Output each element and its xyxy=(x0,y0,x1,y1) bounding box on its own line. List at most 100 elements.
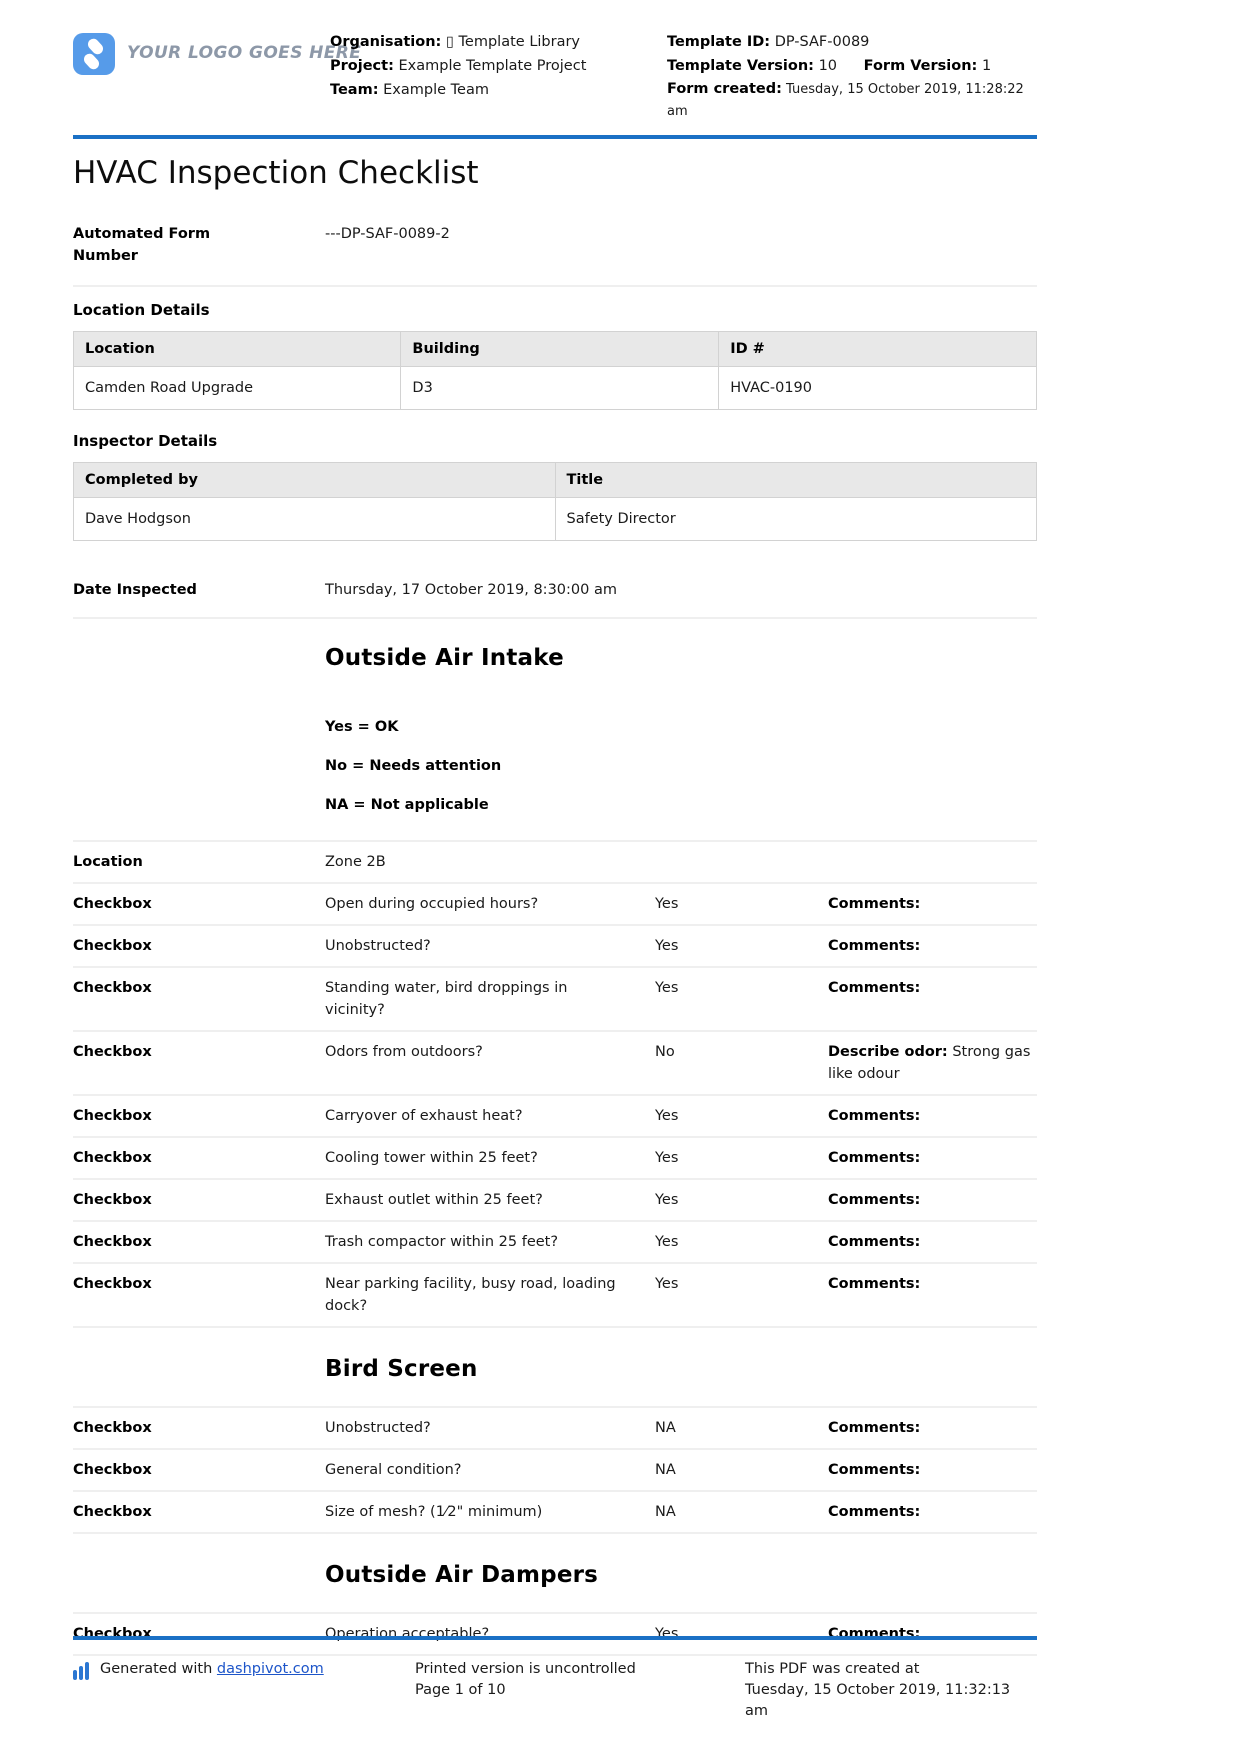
row-question: Open during occupied hours? xyxy=(325,896,539,912)
row-label: Checkbox xyxy=(73,980,152,996)
legend-yes: Yes = OK xyxy=(325,719,399,735)
pdf-created-block: This PDF was created at Tuesday, 15 Octo… xyxy=(745,1659,1037,1722)
checklist-row: Checkbox Trash compactor within 25 feet?… xyxy=(73,1222,1037,1264)
table-row: Dave Hodgson Safety Director xyxy=(73,497,1037,541)
checklist-row: Checkbox Unobstructed? Yes Comments: xyxy=(73,926,1037,968)
logo-block: YOUR LOGO GOES HERE xyxy=(73,30,361,75)
row-answer: Yes xyxy=(655,1150,679,1166)
form-number-row: Automated Form Number ---DP-SAF-0089-2 xyxy=(73,219,1037,277)
row-answer: Yes xyxy=(655,1108,679,1124)
row-label: Checkbox xyxy=(73,1192,152,1208)
legend-na: NA = Not applicable xyxy=(325,797,489,813)
row-answer: Yes xyxy=(655,896,679,912)
location-cell: Camden Road Upgrade xyxy=(72,366,402,410)
checklist-row: Checkbox Open during occupied hours? Yes… xyxy=(73,884,1037,926)
template-version-value: 10 xyxy=(818,58,838,74)
row-comments: Comments: xyxy=(828,1192,921,1208)
spacer xyxy=(73,1588,1037,1612)
row-comments: Comments: xyxy=(828,1108,921,1124)
project-label: Project: xyxy=(330,58,394,74)
team-value: Example Team xyxy=(383,82,489,98)
printed-version-text: Printed version is uncontrolled xyxy=(415,1661,636,1677)
col-header-building: Building xyxy=(400,331,720,367)
table-header-row: Completed by Title xyxy=(73,462,1037,498)
generated-with-text: Generated with dashpivot.com xyxy=(100,1661,324,1677)
row-answer: NA xyxy=(655,1462,676,1478)
template-meta-block: Template ID: DP-SAF-0089 Template Versio… xyxy=(667,30,1037,123)
row-question: Unobstructed? xyxy=(325,938,431,954)
project-line: Project: Example Template Project xyxy=(330,54,667,78)
form-number-value: ---DP-SAF-0089-2 xyxy=(325,226,450,242)
row-answer: NA xyxy=(655,1504,676,1520)
form-created-line: Form created: Tuesday, 15 October 2019, … xyxy=(667,78,1037,123)
form-version-label: Form Version: xyxy=(863,58,978,74)
form-version-value: 1 xyxy=(981,58,992,74)
footer-divider-rule xyxy=(73,1636,1037,1640)
col-header-id: ID # xyxy=(718,331,1037,367)
divider xyxy=(73,285,1037,287)
legend-no: No = Needs attention xyxy=(325,758,502,774)
template-id-label: Template ID: xyxy=(667,34,771,50)
form-number-label: Automated Form Number xyxy=(73,226,211,264)
date-inspected-row: Date Inspected Thursday, 17 October 2019… xyxy=(73,563,1037,609)
location-details-table: Location Building ID # Camden Road Upgra… xyxy=(72,331,1037,410)
row-comments xyxy=(828,851,1037,873)
row-label: Checkbox xyxy=(73,1276,152,1292)
row-label: Location xyxy=(73,854,143,870)
page-title: HVAC Inspection Checklist xyxy=(73,155,479,191)
row-value: Zone 2B xyxy=(325,854,386,870)
row-answer: Yes xyxy=(655,1276,679,1292)
row-answer: No xyxy=(655,1044,675,1060)
row-question: Unobstructed? xyxy=(325,1420,431,1436)
date-inspected-label: Date Inspected xyxy=(73,582,197,598)
row-question: Near parking facility, busy road, loadin… xyxy=(325,1276,616,1314)
section-heading-bird-screen: Bird Screen xyxy=(325,1356,478,1382)
row-question: Size of mesh? (1⁄2" minimum) xyxy=(325,1504,543,1520)
location-details-heading: Location Details xyxy=(73,301,210,319)
header-divider-rule xyxy=(73,135,1037,139)
checklist-row: Checkbox Near parking facility, busy roa… xyxy=(73,1264,1037,1328)
pdf-created-timestamp: Tuesday, 15 October 2019, 11:32:13 am xyxy=(745,1682,1011,1719)
template-id-line: Template ID: DP-SAF-0089 xyxy=(667,30,1037,54)
checklist-row: Checkbox Cooling tower within 25 feet? Y… xyxy=(73,1138,1037,1180)
inspector-details-heading: Inspector Details xyxy=(73,432,218,450)
row-question: Cooling tower within 25 feet? xyxy=(325,1150,538,1166)
bar-chart-icon xyxy=(73,1661,91,1687)
row-comments: Describe odor: Strong gas like odour xyxy=(828,1044,1031,1082)
completed-by-cell: Dave Hodgson xyxy=(73,497,556,541)
row-question: General condition? xyxy=(325,1462,462,1478)
form-created-label: Form created: xyxy=(667,81,782,97)
dashpivot-link[interactable]: dashpivot.com xyxy=(216,1661,324,1677)
section-heading-outside-air-intake: Outside Air Intake xyxy=(325,645,564,671)
row-comments: Comments: xyxy=(828,896,921,912)
row-question: Exhaust outlet within 25 feet? xyxy=(325,1192,543,1208)
row-label: Checkbox xyxy=(73,1108,152,1124)
row-answer xyxy=(655,851,828,873)
document-header: YOUR LOGO GOES HERE Organisation: ▯ Temp… xyxy=(73,30,1037,123)
row-answer: Yes xyxy=(655,1192,679,1208)
template-version-label: Template Version: xyxy=(667,58,814,74)
row-answer: NA xyxy=(655,1420,676,1436)
row-comments: Comments: xyxy=(828,980,921,996)
row-answer: Yes xyxy=(655,938,679,954)
row-label: Checkbox xyxy=(73,938,152,954)
inspector-details-table: Completed by Title Dave Hodgson Safety D… xyxy=(73,462,1037,541)
checklist-row: Checkbox Size of mesh? (1⁄2" minimum) NA… xyxy=(73,1492,1037,1534)
pdf-created-label: This PDF was created at xyxy=(745,1661,920,1677)
organisation-line: Organisation: ▯ Template Library xyxy=(330,30,667,54)
section-heading-outside-air-dampers: Outside Air Dampers xyxy=(325,1562,599,1588)
row-comments: Comments: xyxy=(828,1504,921,1520)
team-line: Team: Example Team xyxy=(330,78,667,102)
row-answer: Yes xyxy=(655,980,679,996)
checklist-row: Checkbox Odors from outdoors? No Describ… xyxy=(73,1032,1037,1096)
row-comments: Comments: xyxy=(828,1234,921,1250)
row-label: Checkbox xyxy=(73,1150,152,1166)
org-meta-block: Organisation: ▯ Template Library Project… xyxy=(330,30,667,102)
template-id-value: DP-SAF-0089 xyxy=(774,34,870,50)
row-comments: Comments: xyxy=(828,1462,921,1478)
organisation-label: Organisation: xyxy=(330,34,442,50)
spacer xyxy=(73,1382,1037,1406)
checklist-row: Checkbox General condition? NA Comments: xyxy=(73,1450,1037,1492)
building-cell: D3 xyxy=(400,366,720,410)
